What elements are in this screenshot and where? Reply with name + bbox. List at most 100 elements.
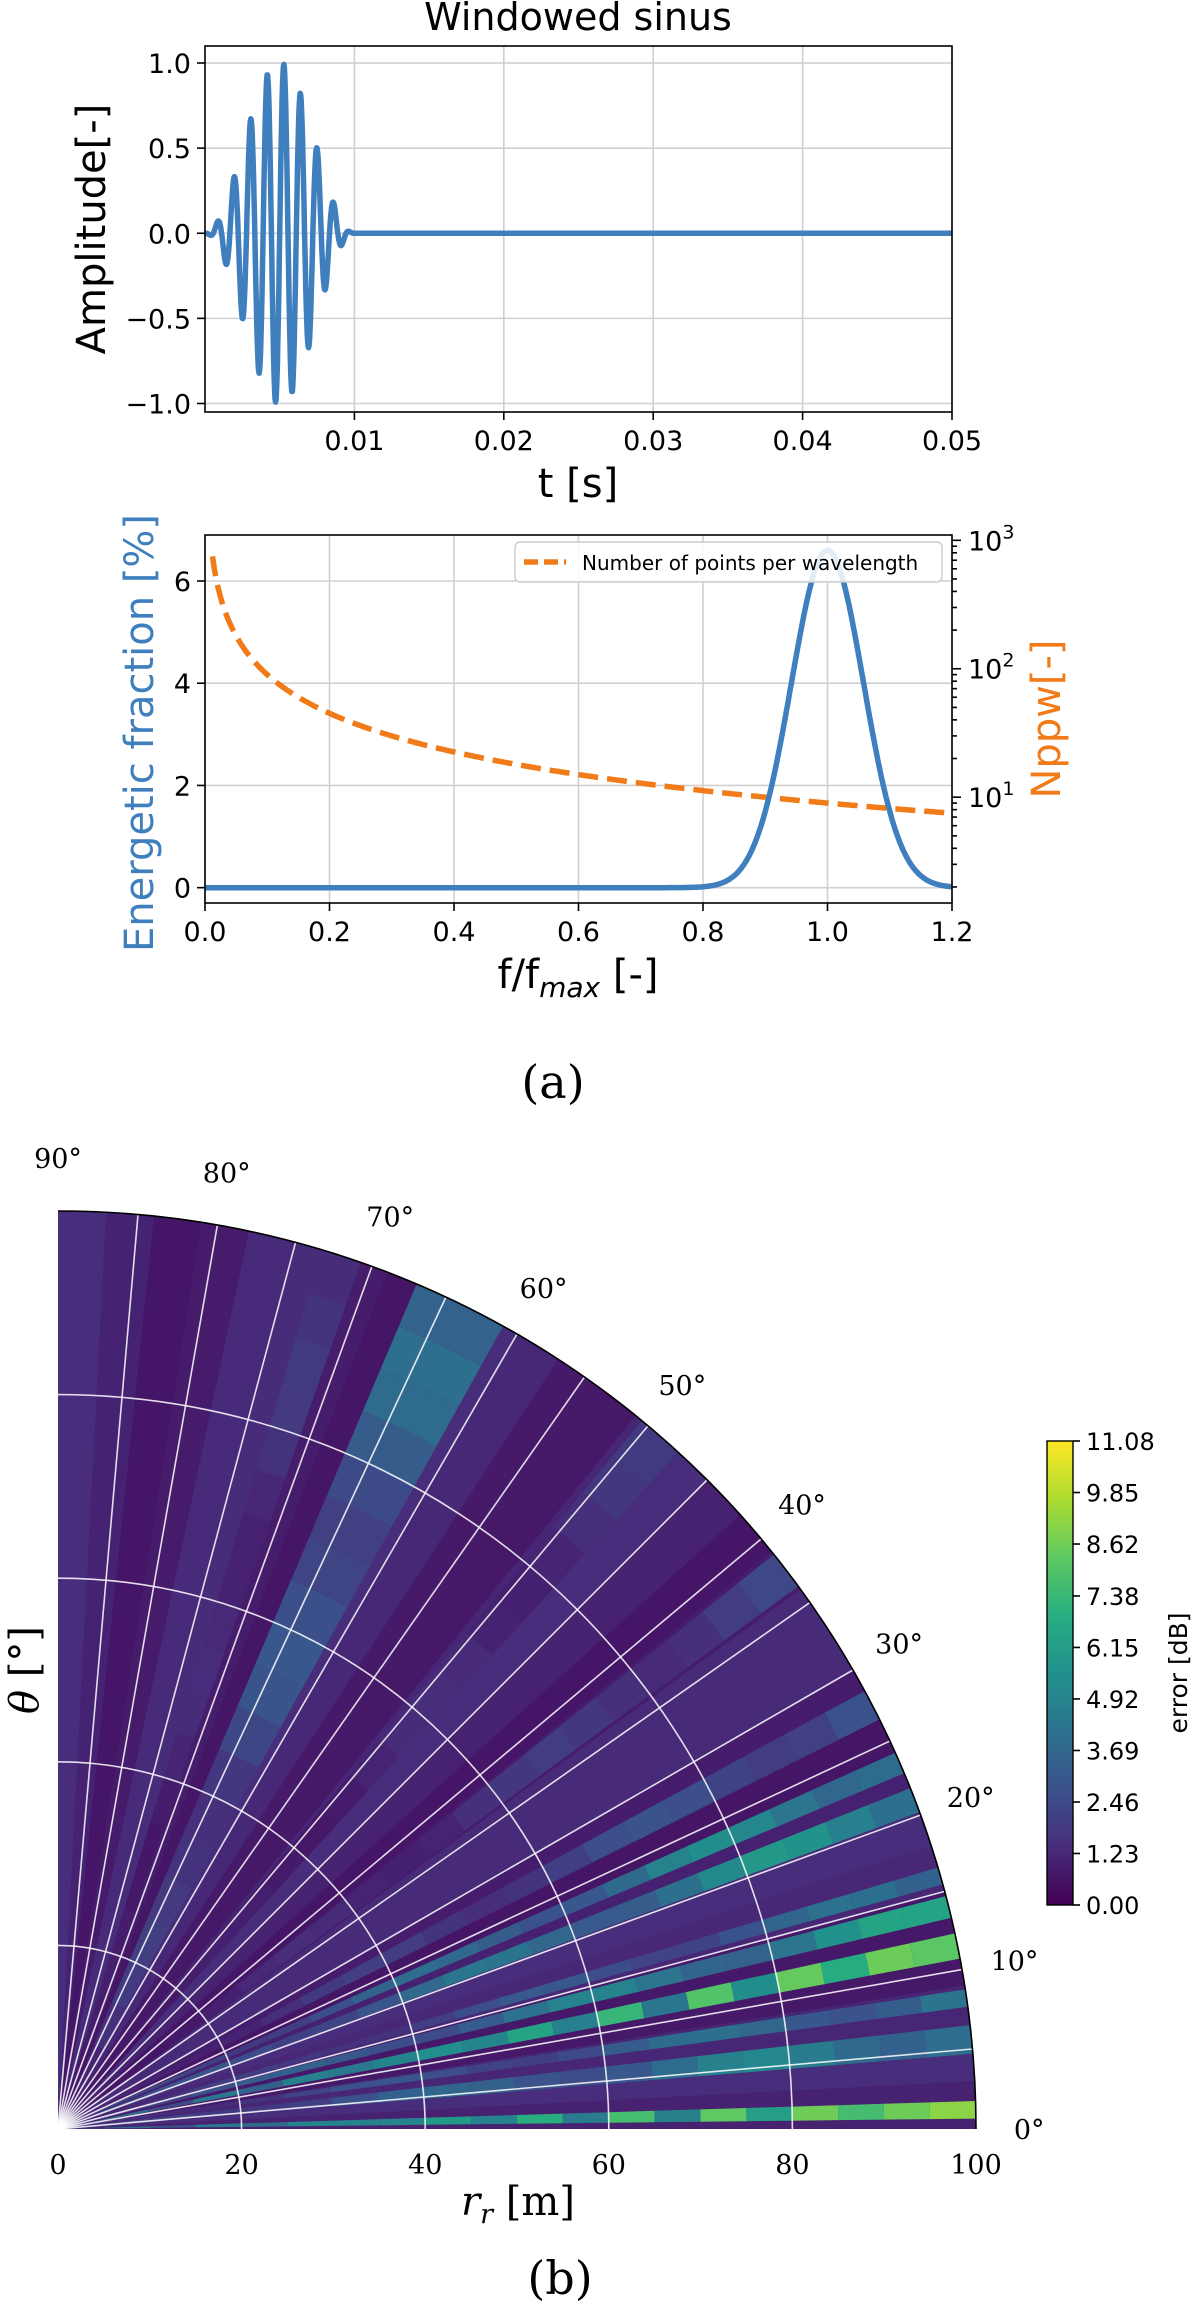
right-tick-exp: 3 (1002, 521, 1014, 543)
polar-radius-tick-label: 60 (592, 2150, 626, 2181)
error-band-segment (124, 1865, 149, 1913)
error-band-segment (143, 2077, 188, 2098)
spectrum-xtick-label: 1.2 (931, 917, 974, 948)
error-band-segment (511, 2052, 559, 2068)
sinus-signal-line (205, 61, 952, 405)
error-band-segment (239, 2094, 286, 2105)
error-band-segment (327, 1453, 414, 1527)
error-band-segment (309, 1495, 392, 1567)
error-band-segment (608, 2110, 655, 2123)
polar-radius-tick-label: 80 (775, 2150, 809, 2181)
error-band-segment (746, 2106, 793, 2122)
error-band-segment (267, 2016, 312, 2041)
spectrum-xtick-label: 0.6 (557, 917, 600, 948)
error-band-segment (190, 1645, 225, 1696)
error-band-segment (441, 1958, 489, 1987)
error-band-segment (201, 1985, 244, 2021)
spectrum-legend: Number of points per wavelength (514, 541, 943, 583)
error-band-segment (582, 1822, 634, 1863)
error-band-segment (542, 1844, 592, 1884)
error-band-segment (216, 1557, 255, 1609)
error-band-segment (398, 1975, 446, 2003)
error-band-segment (286, 2097, 333, 2111)
error-band-segment (272, 1927, 318, 1967)
error-band-segment (562, 2112, 609, 2124)
polar-angle-tick-label: 50° (658, 1371, 706, 1402)
error-band-segment (525, 1526, 586, 1588)
error-band-segment (644, 1846, 693, 1880)
error-band-segment (195, 2123, 242, 2128)
polar-angle-gridline (58, 1601, 811, 2129)
error-band-segment (679, 1954, 728, 1982)
polar-angle-gridline (58, 1242, 297, 2129)
error-band-segment (883, 2102, 930, 2120)
error-band-segment (262, 1845, 307, 1893)
error-band-segment (379, 1704, 431, 1757)
error-band-segment (476, 1922, 524, 1952)
polar-background-wedge (58, 1255, 387, 2129)
error-band-segment (99, 2091, 143, 2112)
error-band-segment (461, 2031, 509, 2053)
error-band-segment (146, 2089, 191, 2105)
polar-angle-gridline (58, 1479, 708, 2129)
error-band-segment (806, 1893, 855, 1922)
error-band-segment (371, 2050, 419, 2070)
error-band-segment (287, 2120, 334, 2127)
polar-angle-gridline (58, 1266, 373, 2129)
error-band-segment (824, 1691, 880, 1740)
error-band-segment (241, 2122, 288, 2127)
error-band-segment (97, 1953, 119, 1999)
error-band-segment (874, 1996, 923, 2019)
error-band-segment (377, 2087, 424, 2103)
spectrum-xtick-label: 1.0 (806, 917, 849, 948)
error-band-segment (291, 1810, 338, 1859)
error-band-segment (697, 1856, 748, 1892)
error-band-segment (313, 2009, 360, 2034)
sinus-title: Windowed sinus (424, 0, 732, 39)
error-band-segment (654, 1873, 705, 1908)
error-band-segment (526, 1924, 575, 1955)
error-band-segment (523, 1726, 577, 1777)
error-band-segment (282, 2070, 329, 2087)
error-band-segment (165, 2014, 207, 2048)
error-band-segment (495, 1562, 555, 1622)
spectrum-xlabel-tail: [-] (600, 952, 658, 998)
error-band-segment (163, 1733, 195, 1783)
sinus-xtick-label: 0.04 (773, 426, 833, 457)
sinus-xtick-label: 0.03 (623, 426, 683, 457)
sinus-ytick-label: 0.5 (148, 134, 191, 165)
sinus-grid (205, 46, 953, 412)
error-band-segment (98, 2085, 141, 2109)
error-band-segment (237, 1956, 281, 1994)
error-band-segment (825, 1805, 877, 1844)
error-band-segment (416, 2041, 464, 2061)
error-band-segment (102, 2109, 149, 2121)
error-band-segment (330, 2080, 377, 2093)
error-band-segment (416, 1813, 466, 1858)
polar-angle-tick-label: 80° (203, 1159, 251, 1190)
error-band-segment (894, 1867, 943, 1897)
colorbar-ticks: 11.08 9.85 8.62 7.38 6.15 4.92 3.69 2.46 1.23 0.0… (1073, 1428, 1155, 1920)
error-band-segment (322, 2037, 368, 2056)
polar-angle-gridline (58, 1296, 447, 2129)
panel-b-label: (b) (527, 2251, 592, 2305)
spectrum-right-tick-label: 103 (968, 521, 1014, 557)
error-band-segment (300, 1975, 346, 2007)
sinus-xlabel: t [s] (538, 461, 618, 507)
polar-background-wedge (58, 1212, 154, 2129)
error-band-segment (457, 2012, 505, 2034)
error-band-segment (103, 2115, 149, 2123)
spectrum-xtick-label: 0.0 (184, 917, 227, 948)
colorbar-tick-label: 8.62 (1086, 1531, 1139, 1559)
error-band-segment (559, 1698, 614, 1749)
error-band-segment (724, 1942, 773, 1971)
sinus-xtick-label: 0.01 (324, 426, 384, 457)
panel-a-label: (a) (521, 1055, 584, 1109)
sinus-ytick-label: 1.0 (148, 49, 191, 80)
error-band-segment (484, 1941, 532, 1971)
error-band-segment (738, 2017, 786, 2038)
error-band-segment (366, 2024, 412, 2044)
error-band-segment (792, 2105, 839, 2121)
error-band-segment (165, 1833, 214, 1889)
error-band-segment (71, 2041, 89, 2086)
